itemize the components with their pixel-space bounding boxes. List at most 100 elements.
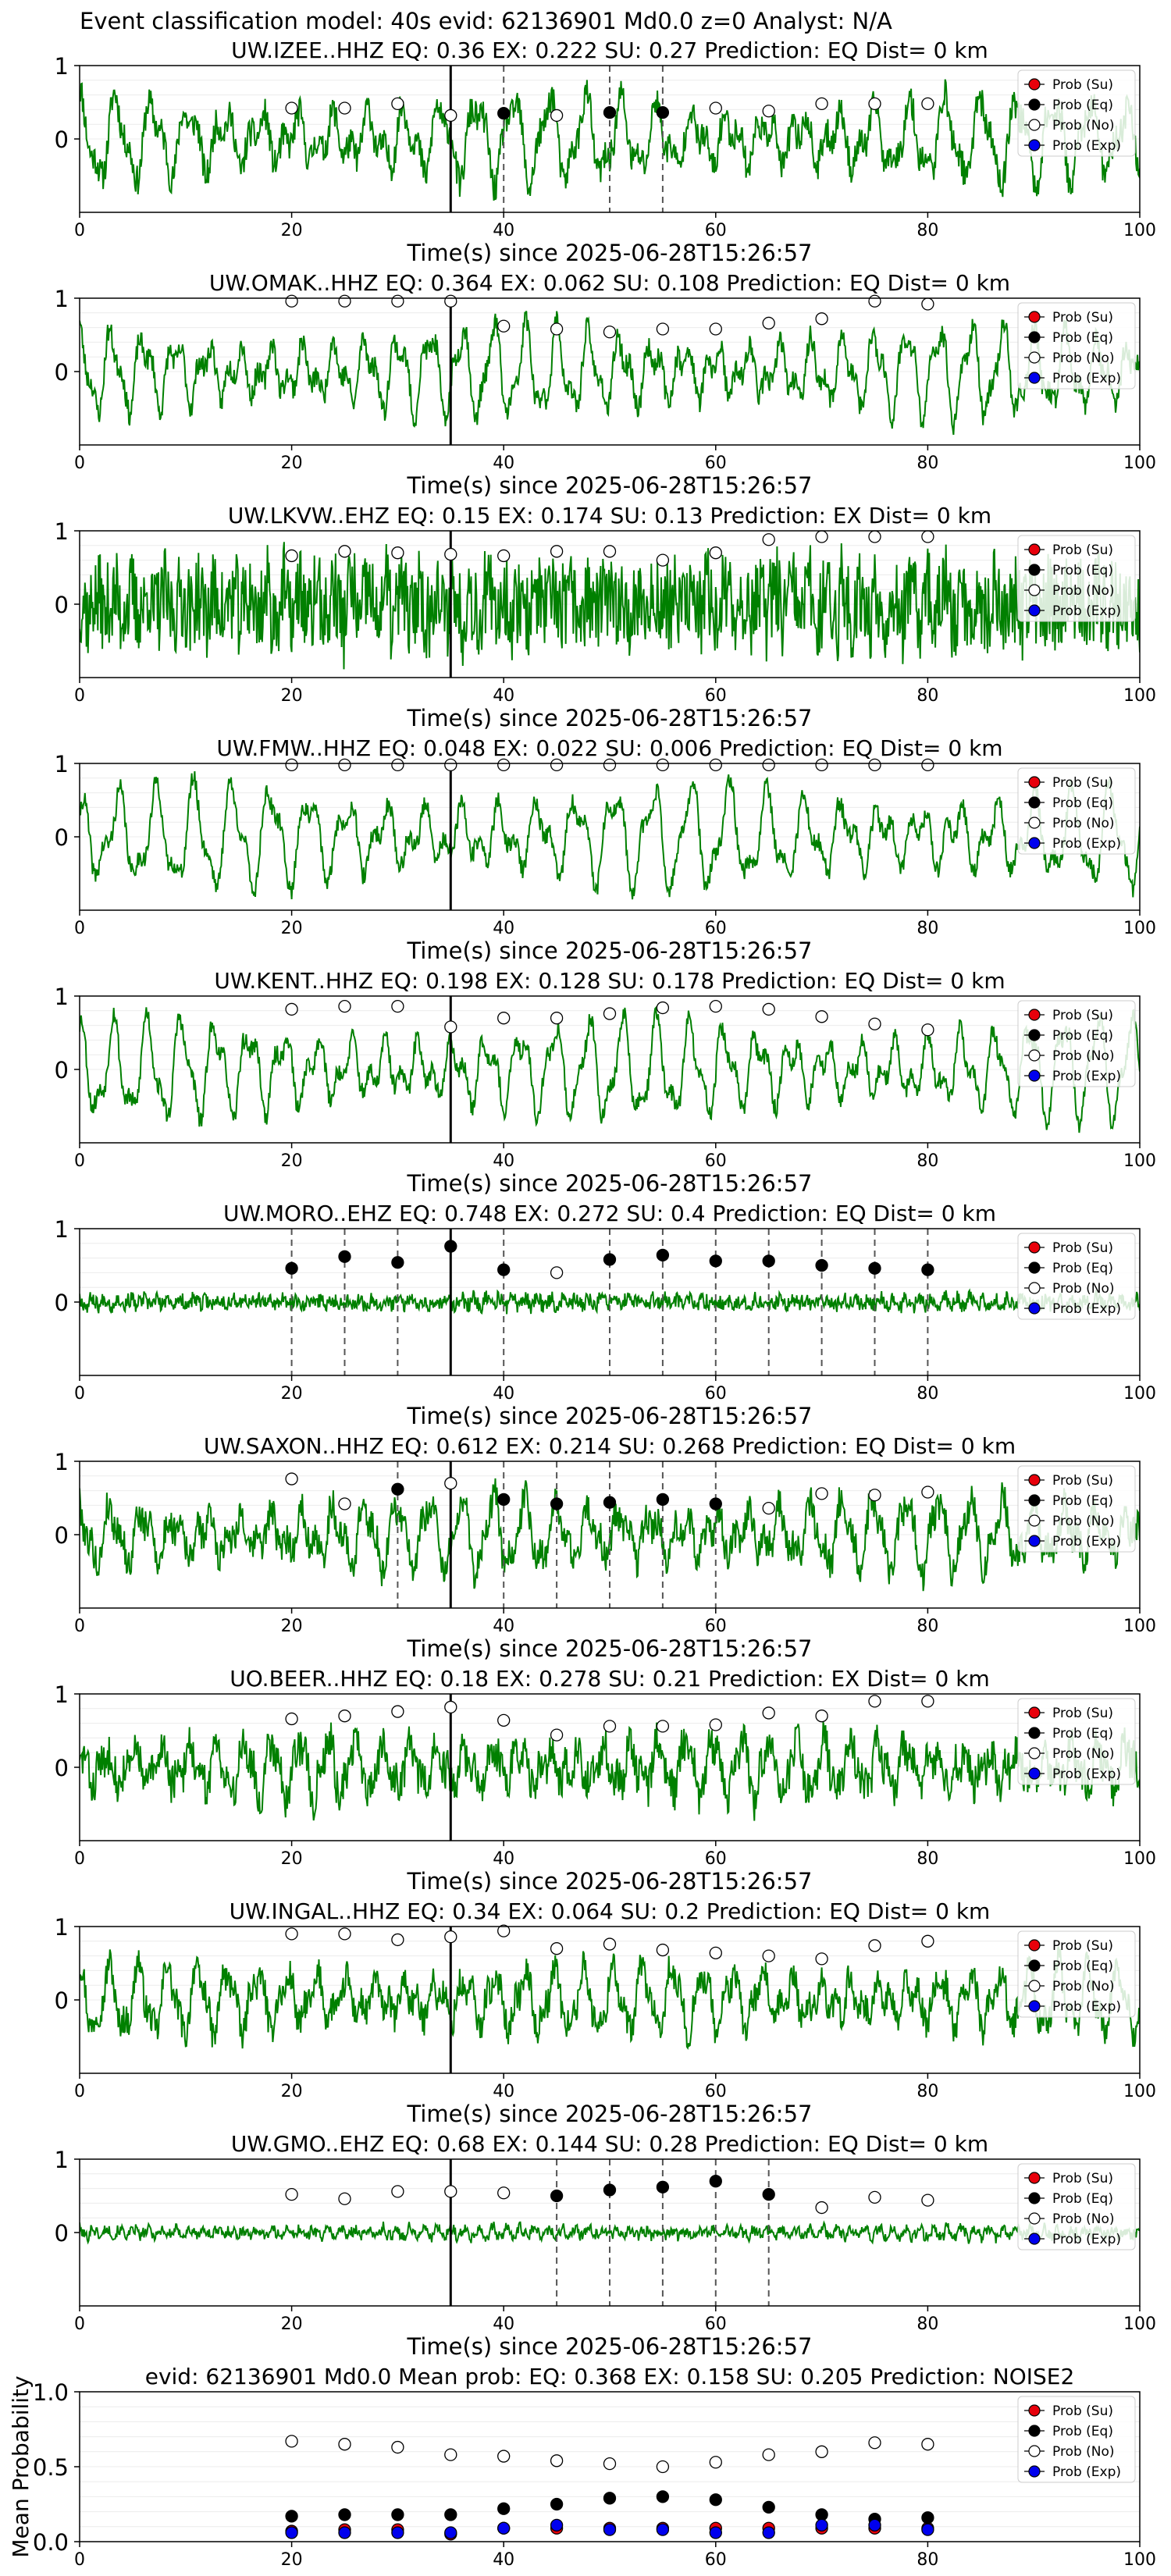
prob-point <box>921 1485 934 1499</box>
prob-point <box>285 1261 298 1275</box>
prob-point <box>391 1705 404 1718</box>
prob-point <box>709 1000 722 1013</box>
y-tick-label: 1 <box>55 1914 69 1941</box>
legend-marker <box>1028 2425 1041 2437</box>
prob-point <box>338 758 351 772</box>
prob-point <box>391 1256 404 1269</box>
prob-point <box>550 758 564 772</box>
prob-point <box>603 758 617 772</box>
prob-point <box>603 1720 617 1733</box>
legend-marker <box>1028 2000 1041 2012</box>
prob-point <box>285 101 298 115</box>
x-tick-label: 80 <box>917 2082 938 2101</box>
panel-title: UW.MORO..EHZ EQ: 0.748 EX: 0.272 SU: 0.4… <box>223 1201 996 1226</box>
prob-point <box>285 1472 298 1485</box>
legend-label: Prob (No) <box>1052 2211 1115 2227</box>
prob-point <box>656 2180 670 2194</box>
prob-point <box>656 1943 670 1957</box>
x-axis-label: Time(s) since 2025-06-28T15:26:57 <box>407 705 813 731</box>
legend-marker <box>1028 1980 1041 1992</box>
x-tick-label: 40 <box>493 1849 514 1869</box>
legend-label: Prob (Exp) <box>1052 1767 1121 1782</box>
legend-label: Prob (No) <box>1052 1979 1115 1994</box>
prob-point <box>921 758 934 772</box>
legend-label: Prob (Eq) <box>1052 1959 1113 1974</box>
legend-marker <box>1028 1939 1041 1952</box>
legend-marker <box>1028 604 1041 617</box>
mean-prob-point <box>815 2445 828 2458</box>
legend-marker <box>1028 1959 1041 1972</box>
prob-point <box>815 1952 828 1966</box>
prob-point <box>338 2192 351 2205</box>
legend-label: Prob (No) <box>1052 1048 1115 1064</box>
y-tick-label: 1 <box>55 286 69 312</box>
prob-point <box>921 97 934 111</box>
panel-3: UW.LKVW..EHZ EQ: 0.15 EX: 0.174 SU: 0.13… <box>55 503 1156 731</box>
prob-point <box>550 1728 564 1742</box>
legend-marker <box>1028 1767 1041 1780</box>
legend-marker <box>1028 2172 1041 2184</box>
legend-box <box>1017 2163 1136 2250</box>
legend-box <box>1017 1930 1136 2018</box>
panel-9: UW.INGAL..HHZ EQ: 0.34 EX: 0.064 SU: 0.2… <box>55 1898 1156 2127</box>
x-tick-label: 20 <box>281 1384 303 1404</box>
prob-point <box>762 758 775 772</box>
x-tick-label: 100 <box>1123 2082 1156 2101</box>
prob-point <box>497 1263 511 1276</box>
prob-point <box>709 2175 722 2188</box>
legend-label: Prob (No) <box>1052 350 1115 366</box>
prob-point <box>762 1706 775 1720</box>
prob-point <box>762 1254 775 1268</box>
mean-prob-point <box>338 2438 351 2451</box>
x-axis-label: Time(s) since 2025-06-28T15:26:57 <box>407 472 813 499</box>
panel-2: UW.OMAK..HHZ EQ: 0.364 EX: 0.062 SU: 0.1… <box>55 270 1156 499</box>
legend-box <box>1017 1000 1136 1087</box>
legend-label: Prob (Eq) <box>1052 330 1113 346</box>
y-tick-label: 0 <box>55 592 69 618</box>
prob-point <box>497 1924 511 1937</box>
prob-point <box>497 1713 511 1727</box>
legend-label: Prob (Eq) <box>1052 98 1113 113</box>
prob-point <box>656 758 670 772</box>
mean-prob-point <box>709 2493 722 2507</box>
legend-label: Prob (Su) <box>1052 1706 1113 1721</box>
legend-marker <box>1028 543 1041 556</box>
x-tick-label: 80 <box>917 221 938 240</box>
x-tick-label: 100 <box>1123 2550 1156 2570</box>
prob-point <box>285 2187 298 2201</box>
x-tick-label: 20 <box>281 221 303 240</box>
x-tick-label: 20 <box>281 686 303 706</box>
x-tick-label: 40 <box>493 1151 514 1171</box>
legend-marker <box>1028 1514 1041 1527</box>
prob-point <box>656 1720 670 1733</box>
prob-point <box>391 546 404 560</box>
legend-marker <box>1028 1049 1041 1062</box>
prob-point <box>656 1001 670 1015</box>
x-tick-label: 100 <box>1123 221 1156 240</box>
mean-prob-point <box>921 2511 934 2524</box>
prob-point <box>709 758 722 772</box>
legend-label: Prob (Eq) <box>1052 795 1113 811</box>
mean-prob-point <box>497 2502 511 2515</box>
mean-prob-point <box>285 2510 298 2523</box>
mean-prob-point <box>656 2490 670 2503</box>
legend-label: Prob (No) <box>1052 583 1115 599</box>
prob-point <box>656 1248 670 1261</box>
prob-point <box>762 1949 775 1962</box>
x-tick-label: 0 <box>74 2082 85 2101</box>
prob-point <box>338 1497 351 1510</box>
prob-point <box>868 294 881 308</box>
legend-marker <box>1028 2404 1041 2417</box>
prob-point <box>762 1502 775 1515</box>
x-tick-label: 20 <box>281 2550 303 2570</box>
panel-title: UW.SAXON..HHZ EQ: 0.612 EX: 0.214 SU: 0.… <box>204 1433 1016 1459</box>
prob-point <box>815 530 828 543</box>
legend-box <box>1017 535 1136 622</box>
waveform-trace <box>80 1946 1140 2050</box>
y-tick-label: 1 <box>55 1449 69 1475</box>
x-tick-label: 40 <box>493 2082 514 2101</box>
mean-prob-point <box>921 2438 934 2451</box>
x-tick-label: 40 <box>493 686 514 706</box>
panel-title: evid: 62136901 Md0.0 Mean prob: EQ: 0.36… <box>145 2364 1075 2389</box>
x-tick-label: 80 <box>917 2314 938 2334</box>
